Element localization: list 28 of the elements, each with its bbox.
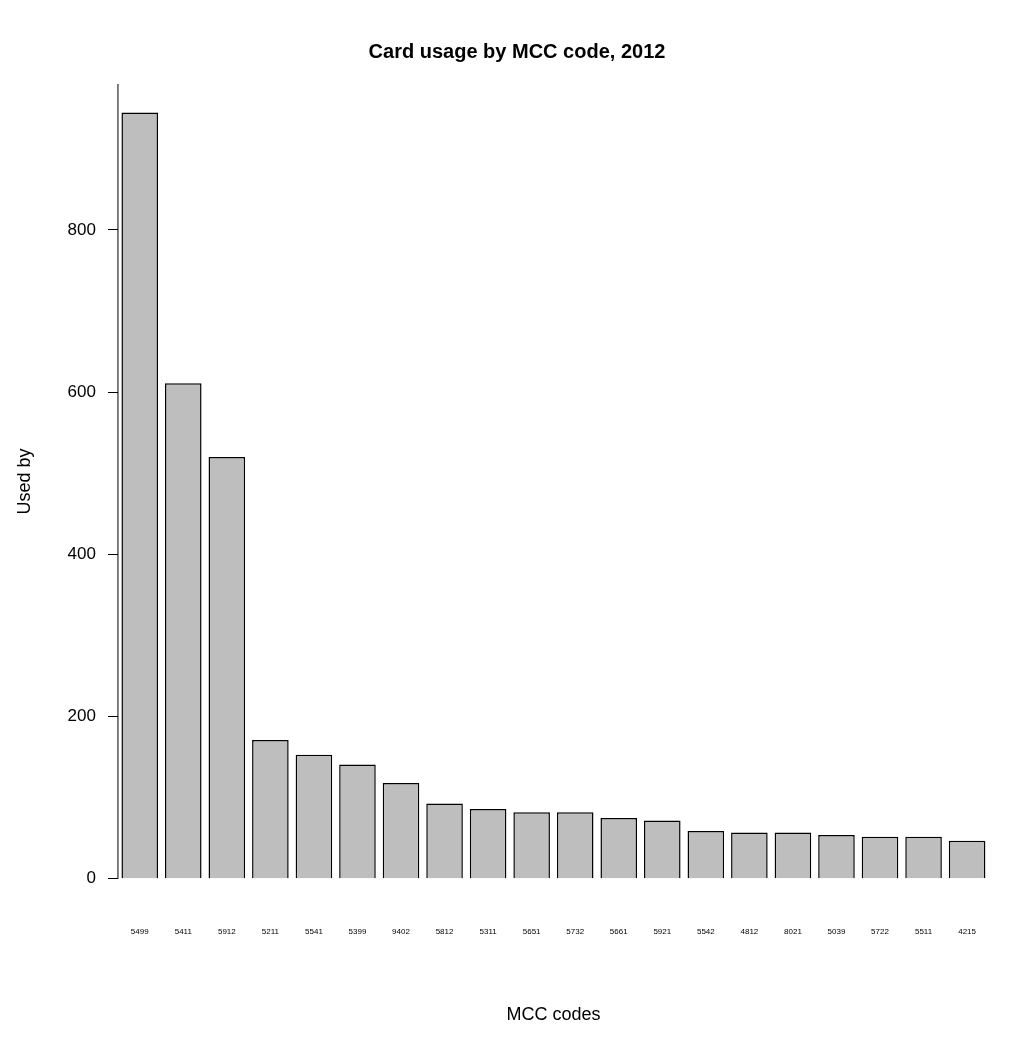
x-tick-label: 5912 <box>217 926 237 936</box>
x-tick-label: 5921 <box>653 926 672 936</box>
x-tick-label: 5399 <box>348 926 367 936</box>
x-tick-label: 5511 <box>914 926 933 936</box>
x-tick-label: 5039 <box>827 926 846 936</box>
x-tick-label: 5541 <box>305 926 324 936</box>
y-tick-label: 0 <box>86 868 96 888</box>
x-tick-label: 5651 <box>522 926 542 936</box>
y-tick-label: 800 <box>67 219 96 239</box>
x-tick-label: 5311 <box>479 926 498 936</box>
x-tick-label: 5211 <box>261 926 280 936</box>
x-tick-label: 5732 <box>566 926 585 936</box>
chart-title: Card usage by MCC code, 2012 <box>368 39 666 62</box>
y-tick-label: 200 <box>67 706 96 726</box>
x-tick-label: 5722 <box>871 926 890 936</box>
x-tick-label: 9402 <box>392 926 411 936</box>
x-axis-title: MCC codes <box>506 1004 601 1025</box>
x-tick-label: 4812 <box>740 926 759 936</box>
x-tick-label: 5499 <box>130 926 150 936</box>
y-tick-label: 400 <box>67 544 96 564</box>
y-axis-title: Used by <box>13 448 34 515</box>
x-tick-label: 4215 <box>958 926 977 936</box>
x-tick-label: 8021 <box>784 926 803 936</box>
x-tick-label: 5542 <box>696 926 716 936</box>
x-tick-label: 5812 <box>435 926 454 936</box>
x-tick-label: 5661 <box>609 926 629 936</box>
y-tick-label: 600 <box>67 381 96 401</box>
x-tick-label: 5411 <box>174 926 193 936</box>
